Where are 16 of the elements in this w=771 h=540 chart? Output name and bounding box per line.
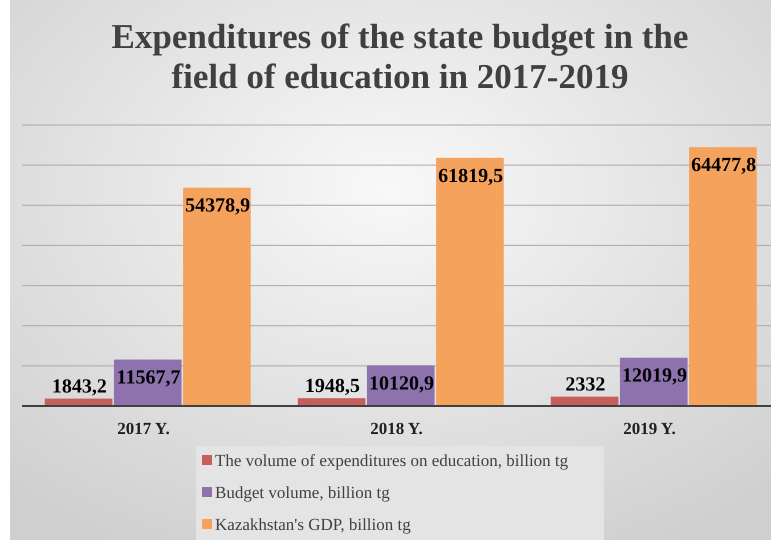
data-label: 10120,9 [369,372,434,394]
legend-label: Kazakhstan's GDP, billion tg [215,515,412,534]
x-tick-label: 2017 Y. [117,419,170,438]
data-label: 11567,7 [116,366,180,389]
data-label: 12019,9 [622,364,687,387]
data-label: 61819,5 [438,164,504,187]
chart-title: Expenditures of the state budget in the field of education in 2017-2019 [112,17,688,96]
legend-label: Budget volume, billion tg [215,483,390,502]
data-label: 1948,5 [304,375,360,398]
data-label: 54378,9 [185,194,250,217]
data-label: 2332 [565,374,606,396]
x-tick-label: 2018 Y. [370,419,423,438]
legend-label: The volume of expenditures on education, billion tg [215,451,569,470]
x-tick-label: 2019 Y. [623,419,676,438]
data-label: 64477,8 [691,154,756,176]
data-label: 1843,2 [52,376,107,398]
